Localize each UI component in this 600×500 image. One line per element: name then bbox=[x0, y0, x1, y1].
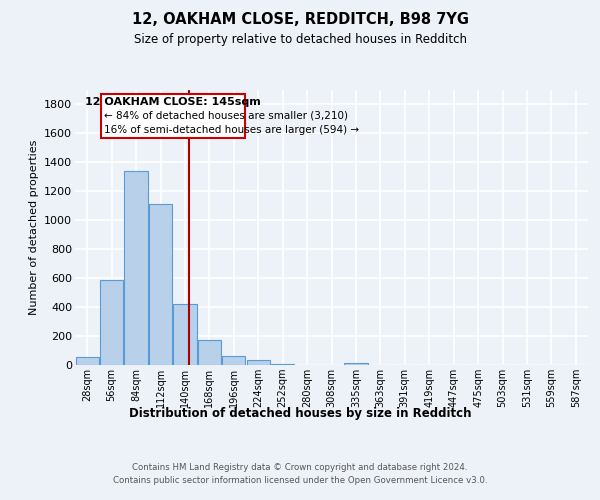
Text: Contains public sector information licensed under the Open Government Licence v3: Contains public sector information licen… bbox=[113, 476, 487, 485]
Bar bbox=[222, 356, 245, 365]
Text: 12, OAKHAM CLOSE, REDDITCH, B98 7YG: 12, OAKHAM CLOSE, REDDITCH, B98 7YG bbox=[131, 12, 469, 28]
Bar bbox=[247, 360, 270, 365]
FancyBboxPatch shape bbox=[101, 94, 245, 138]
Bar bbox=[100, 280, 123, 365]
Text: Contains HM Land Registry data © Crown copyright and database right 2024.: Contains HM Land Registry data © Crown c… bbox=[132, 462, 468, 471]
Bar bbox=[344, 363, 368, 365]
Bar bbox=[271, 364, 294, 365]
Bar bbox=[198, 340, 221, 365]
Bar bbox=[124, 171, 148, 365]
Bar bbox=[76, 358, 99, 365]
Text: ← 84% of detached houses are smaller (3,210): ← 84% of detached houses are smaller (3,… bbox=[104, 110, 347, 120]
Bar bbox=[173, 304, 197, 365]
Text: 16% of semi-detached houses are larger (594) →: 16% of semi-detached houses are larger (… bbox=[104, 126, 359, 136]
Bar bbox=[149, 204, 172, 365]
Text: Distribution of detached houses by size in Redditch: Distribution of detached houses by size … bbox=[129, 408, 471, 420]
Y-axis label: Number of detached properties: Number of detached properties bbox=[29, 140, 38, 315]
Text: 12 OAKHAM CLOSE: 145sqm: 12 OAKHAM CLOSE: 145sqm bbox=[85, 96, 260, 106]
Text: Size of property relative to detached houses in Redditch: Size of property relative to detached ho… bbox=[133, 32, 467, 46]
